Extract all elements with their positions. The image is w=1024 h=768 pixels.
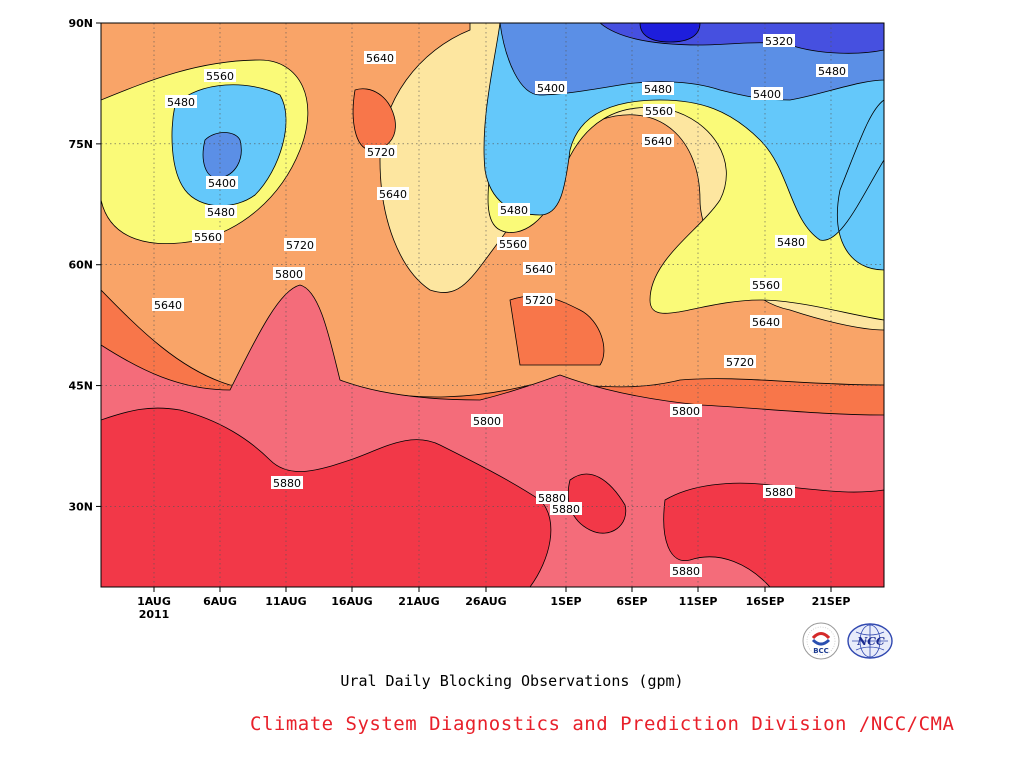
contour-label: 5720	[284, 238, 316, 252]
contour-label: 5640	[523, 262, 555, 276]
contour-label: 5480	[205, 205, 237, 219]
svg-text:5640: 5640	[154, 299, 182, 312]
contour-label: 5560	[643, 104, 675, 118]
contour-label: 5800	[273, 267, 305, 281]
svg-text:5560: 5560	[499, 238, 527, 251]
contour-label: 5400	[206, 176, 238, 190]
x-tick-label: 16SEP	[746, 595, 785, 608]
svg-text:5640: 5640	[366, 52, 394, 65]
plot-frame	[100, 22, 885, 588]
contour-label: 5720	[523, 293, 555, 307]
svg-text:5640: 5640	[525, 263, 553, 276]
contour-label: 5560	[192, 230, 224, 244]
contour-label: 5880	[271, 476, 303, 490]
contour-label: 5320	[763, 34, 795, 48]
ncc-logo: NCC	[847, 623, 893, 659]
contour-label: 5640	[642, 134, 674, 148]
svg-text:5880: 5880	[273, 477, 301, 490]
svg-text:5800: 5800	[275, 268, 303, 281]
svg-text:5720: 5720	[367, 146, 395, 159]
svg-text:5880: 5880	[672, 565, 700, 578]
svg-text:5400: 5400	[537, 82, 565, 95]
x-tick-label: 11SEP	[679, 595, 718, 608]
svg-text:5640: 5640	[379, 188, 407, 201]
svg-text:5880: 5880	[538, 492, 566, 505]
svg-text:5480: 5480	[777, 236, 805, 249]
svg-text:5480: 5480	[207, 206, 235, 219]
bcc-logo: BCC	[802, 622, 840, 660]
x-tick-label: 6SEP	[616, 595, 647, 608]
contour-label: 5640	[364, 51, 396, 65]
contour-band-6	[639, 23, 701, 43]
y-tick-label: 75N	[68, 138, 93, 151]
svg-text:5640: 5640	[752, 316, 780, 329]
contour-label: 5560	[750, 278, 782, 292]
svg-text:5640: 5640	[644, 135, 672, 148]
svg-text:5720: 5720	[286, 239, 314, 252]
svg-text:5400: 5400	[208, 177, 236, 190]
contour-band-4	[202, 23, 884, 179]
organization-credit: Climate System Diagnostics and Predictio…	[250, 713, 955, 735]
svg-text:5560: 5560	[206, 70, 234, 83]
y-tick-label: 60N	[68, 259, 93, 272]
svg-text:5560: 5560	[645, 105, 673, 118]
grid	[101, 23, 884, 587]
y-tick-label: 30N	[68, 500, 93, 513]
x-tick-label: 6AUG	[203, 595, 237, 608]
contour-label: 5480	[642, 82, 674, 96]
svg-text:5560: 5560	[194, 231, 222, 244]
contour-label: 5400	[751, 87, 783, 101]
contour-label: 5880	[550, 502, 582, 516]
contour-label: 5720	[724, 355, 756, 369]
y-tick-label: 45N	[68, 380, 93, 393]
x-tick-label: 16AUG	[331, 595, 372, 608]
contour-label: 5800	[471, 414, 503, 428]
svg-text:5480: 5480	[818, 65, 846, 78]
svg-text:5880: 5880	[552, 503, 580, 516]
contour-label: 5480	[816, 64, 848, 78]
contour-label: 5880	[670, 564, 702, 578]
contour-label: 5480	[775, 235, 807, 249]
svg-text:5880: 5880	[765, 486, 793, 499]
svg-text:5320: 5320	[765, 35, 793, 48]
contour-label: 5880	[536, 491, 568, 505]
svg-text:5720: 5720	[525, 294, 553, 307]
contour-label: 5480	[165, 95, 197, 109]
contour-label: 5560	[497, 237, 529, 251]
chart-title: Ural Daily Blocking Observations (gpm)	[340, 672, 684, 690]
contour-label: 5800	[670, 404, 702, 418]
svg-text:5480: 5480	[644, 83, 672, 96]
x-tick-label: 21SEP	[812, 595, 851, 608]
svg-text:5800: 5800	[672, 405, 700, 418]
y-tick-label: 90N	[68, 17, 93, 30]
contour-label: 5880	[763, 485, 795, 499]
svg-text:5720: 5720	[726, 356, 754, 369]
contour-label: 5640	[152, 298, 184, 312]
x-tick-label: 26AUG	[465, 595, 506, 608]
contour-label: 5720	[365, 145, 397, 159]
svg-text:5480: 5480	[167, 96, 195, 109]
x-tick-label: 11AUG	[265, 595, 306, 608]
x-year-label: 2011	[139, 608, 170, 621]
x-tick-label: 1AUG	[137, 595, 171, 608]
contour-label: 5640	[377, 187, 409, 201]
contour-label: 5480	[498, 203, 530, 217]
contour-label: 5560	[204, 69, 236, 83]
svg-text:5560: 5560	[752, 279, 780, 292]
svg-text:5480: 5480	[500, 204, 528, 217]
svg-text:5400: 5400	[753, 88, 781, 101]
svg-text:BCC: BCC	[813, 647, 829, 655]
svg-text:NCC: NCC	[856, 635, 885, 648]
x-tick-label: 1SEP	[550, 595, 581, 608]
contour-label: 5400	[535, 81, 567, 95]
contour-label: 5640	[750, 315, 782, 329]
x-tick-label: 21AUG	[398, 595, 439, 608]
svg-text:5800: 5800	[473, 415, 501, 428]
